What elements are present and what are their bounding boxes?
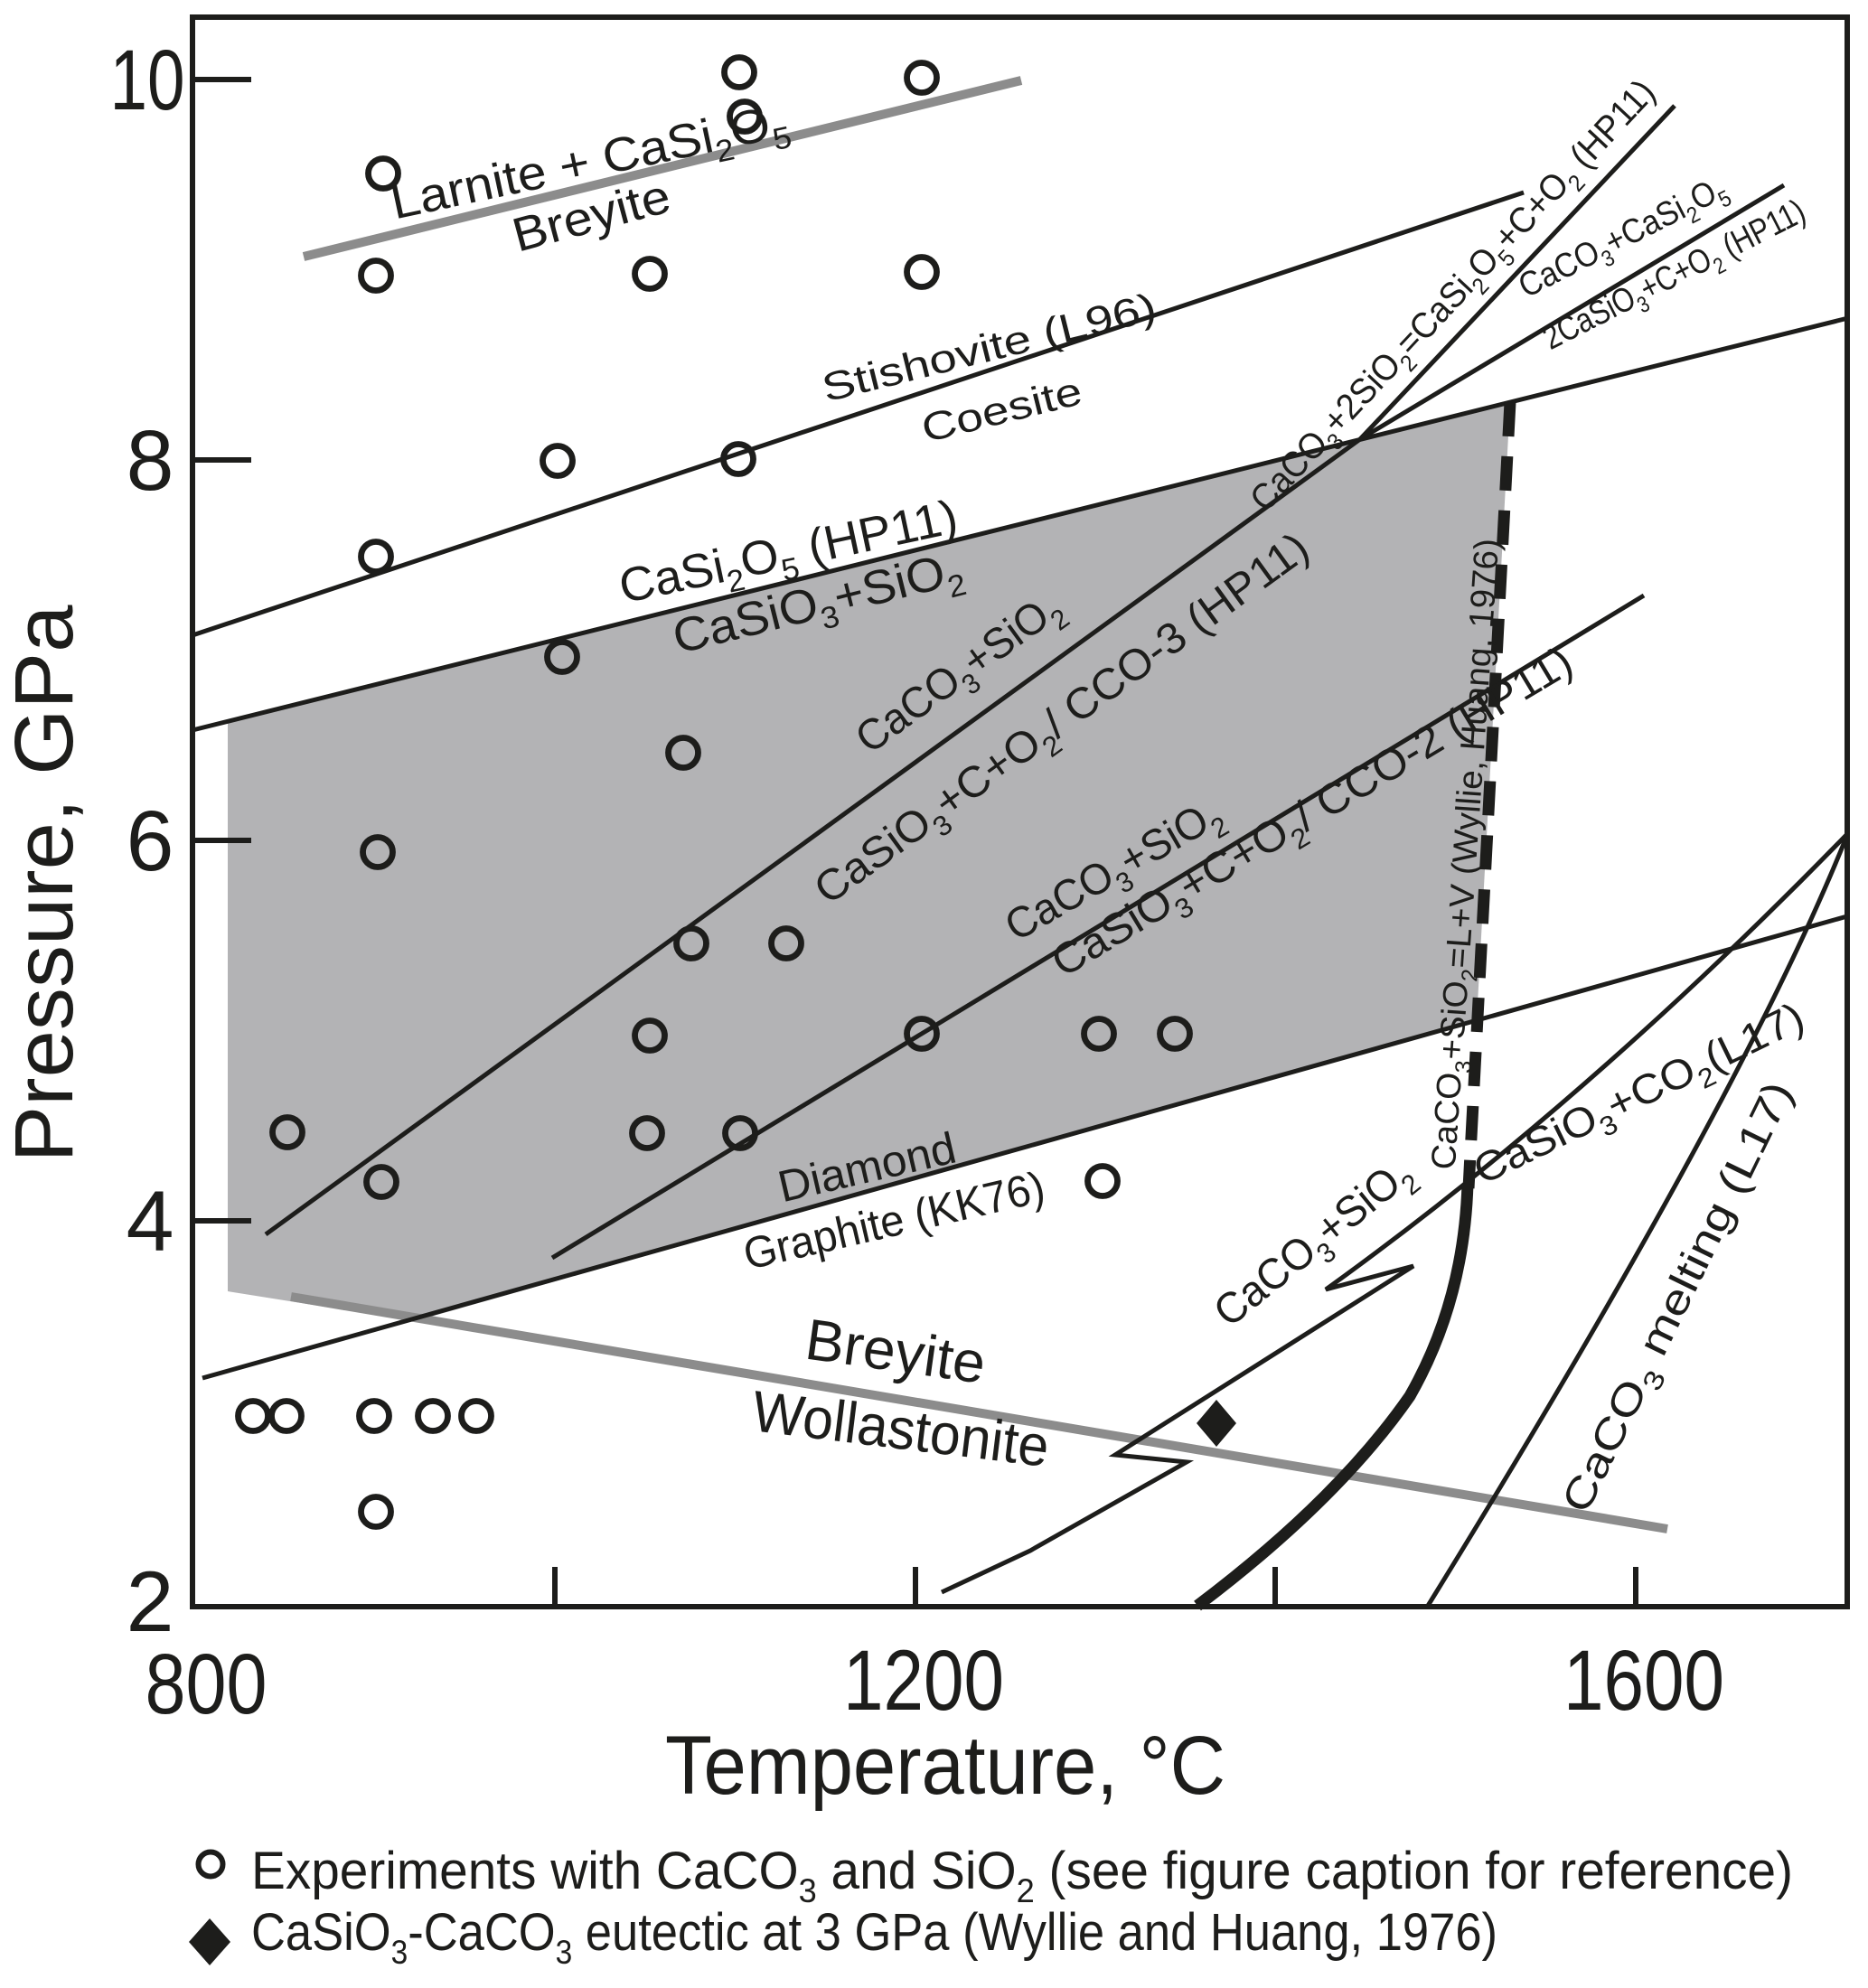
- svg-text:Pressure, GPa: Pressure, GPa: [0, 605, 90, 1163]
- svg-text:CaSiO3-CaCO3 eutectic at 3 GP: CaSiO3-CaCO3 eutectic at 3 GPa (Wyllie a…: [251, 1903, 1497, 1971]
- svg-text:1200: 1200: [843, 1633, 1004, 1729]
- svg-text:2: 2: [127, 1554, 174, 1650]
- svg-text:Temperature, °C: Temperature, °C: [665, 1720, 1225, 1812]
- svg-text:800: 800: [145, 1636, 268, 1732]
- svg-text:6: 6: [127, 793, 174, 889]
- svg-text:8: 8: [127, 413, 174, 509]
- svg-text:4: 4: [127, 1174, 174, 1270]
- svg-text:1600: 1600: [1563, 1633, 1724, 1729]
- svg-text:10: 10: [110, 33, 185, 128]
